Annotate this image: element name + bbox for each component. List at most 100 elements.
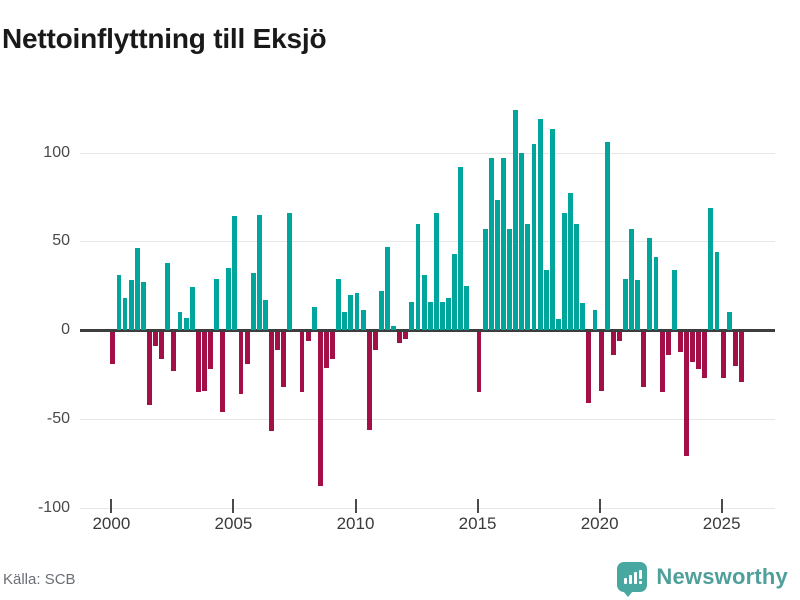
bar-2016-q2 [507, 228, 512, 330]
x-axis-label-2000: 2000 [92, 514, 131, 533]
bar-2021-q1 [623, 278, 628, 330]
bar-2006-q3 [269, 332, 274, 432]
bar-2005-q2 [238, 332, 244, 395]
source-note: Källa: SCB [3, 571, 76, 588]
bar-2002-q2 [165, 262, 171, 330]
x-axis-tick-2000 [110, 499, 113, 513]
bar-2014-q2 [458, 166, 464, 330]
bar-2010-q1 [354, 292, 360, 330]
bar-2009-q4 [348, 294, 354, 330]
y-axis-label-0: 0 [61, 321, 70, 338]
bar-2004-q1 [208, 332, 213, 370]
bar-2014-q3 [464, 285, 470, 330]
bar-2004-q3 [220, 332, 226, 412]
bar-2025-q2 [726, 312, 732, 330]
bar-2001-q3 [147, 332, 152, 405]
bar-2011-q4 [397, 332, 403, 343]
bar-2025-q1 [720, 332, 726, 379]
bar-2004-q4 [226, 267, 232, 330]
bar-2025-q3 [732, 332, 738, 366]
bar-2002-q4 [177, 312, 183, 330]
bar-2010-q2 [360, 310, 366, 330]
bar-2007-q1 [281, 332, 287, 388]
bar-2012-q3 [415, 223, 421, 330]
newsworthy-wordmark: Newsworthy [656, 564, 788, 589]
bar-2009-q2 [336, 278, 342, 330]
bar-2018-q2 [555, 319, 561, 330]
x-axis-label-2020: 2020 [580, 514, 619, 533]
bar-2017-q3 [537, 118, 543, 330]
bar-2016-q3 [513, 109, 519, 330]
bar-2023-q1 [671, 269, 677, 330]
bar-2006-q1 [256, 214, 262, 330]
bar-2025-q4 [739, 332, 744, 382]
bar-2008-q4 [324, 332, 329, 368]
x-axis-label-2025: 2025 [702, 514, 741, 533]
x-axis-label-2015: 2015 [458, 514, 497, 533]
y-axis-label--100: -100 [37, 498, 70, 516]
bar-2017-q1 [525, 223, 531, 330]
bar-2015-q2 [482, 228, 488, 330]
bar-2013-q1 [427, 301, 433, 330]
bar-2011-q2 [385, 246, 390, 330]
bar-2021-q2 [629, 228, 635, 330]
bar-2004-q2 [214, 278, 220, 330]
x-axis-tick-2005 [232, 499, 235, 513]
bar-2016-q4 [519, 152, 525, 330]
bar-2007-q2 [287, 212, 293, 330]
bar-2019-q1 [574, 223, 580, 330]
bar-2010-q4 [372, 332, 378, 350]
bar-2014-q1 [452, 253, 458, 330]
bar-2021-q3 [635, 280, 641, 330]
bar-2000-q4 [128, 280, 134, 330]
bar-2003-q2 [189, 287, 195, 330]
bar-2024-q4 [714, 251, 720, 330]
bar-2024-q2 [702, 332, 708, 379]
bar-2018-q4 [568, 193, 574, 330]
bar-2023-q2 [677, 332, 683, 352]
chart-title: Nettoinflyttning till Eksjö [2, 22, 327, 54]
bar-2023-q4 [690, 332, 696, 363]
bar-2000-q1 [110, 332, 116, 364]
y-axis-label--50: -50 [46, 409, 70, 427]
gridline--100 [80, 507, 775, 509]
bar-2011-q1 [378, 290, 384, 330]
bar-2015-q4 [494, 200, 500, 330]
x-axis-label-2005: 2005 [214, 514, 253, 533]
newsworthy-bars-icon [617, 562, 648, 597]
bar-2008-q3 [317, 332, 323, 487]
x-axis-tick-2025 [720, 499, 723, 513]
bar-2008-q1 [305, 332, 311, 341]
bar-2001-q4 [153, 332, 158, 347]
newsworthy-logo[interactable]: Newsworthy [617, 560, 788, 597]
y-axis-label-50: 50 [52, 232, 70, 250]
bar-2016-q1 [500, 157, 506, 330]
bar-2012-q1 [403, 332, 409, 340]
bar-2009-q3 [342, 312, 348, 330]
bar-2002-q3 [171, 332, 177, 372]
bar-2022-q3 [659, 332, 665, 393]
bar-2020-q3 [610, 332, 616, 356]
bar-2003-q3 [195, 332, 201, 393]
bar-2005-q4 [250, 273, 256, 330]
bar-2012-q2 [409, 301, 415, 330]
bar-2022-q4 [665, 332, 671, 356]
gridline-50 [80, 241, 775, 243]
x-axis-tick-2020 [598, 499, 601, 513]
bar-2019-q4 [592, 310, 598, 330]
bar-2019-q2 [580, 303, 586, 330]
bar-2017-q2 [531, 143, 537, 330]
y-axis-label-100: 100 [43, 143, 70, 161]
bar-2009-q1 [330, 332, 335, 359]
bar-2023-q3 [684, 332, 689, 457]
bar-2012-q4 [421, 274, 427, 330]
bar-2019-q3 [586, 332, 592, 403]
bar-2017-q4 [543, 269, 549, 330]
bar-2003-q1 [183, 317, 189, 330]
bar-2001-q1 [134, 248, 140, 330]
gridline--50 [80, 418, 775, 420]
bar-2006-q4 [275, 332, 281, 350]
bar-2005-q1 [232, 216, 238, 330]
bar-2021-q4 [641, 332, 647, 388]
